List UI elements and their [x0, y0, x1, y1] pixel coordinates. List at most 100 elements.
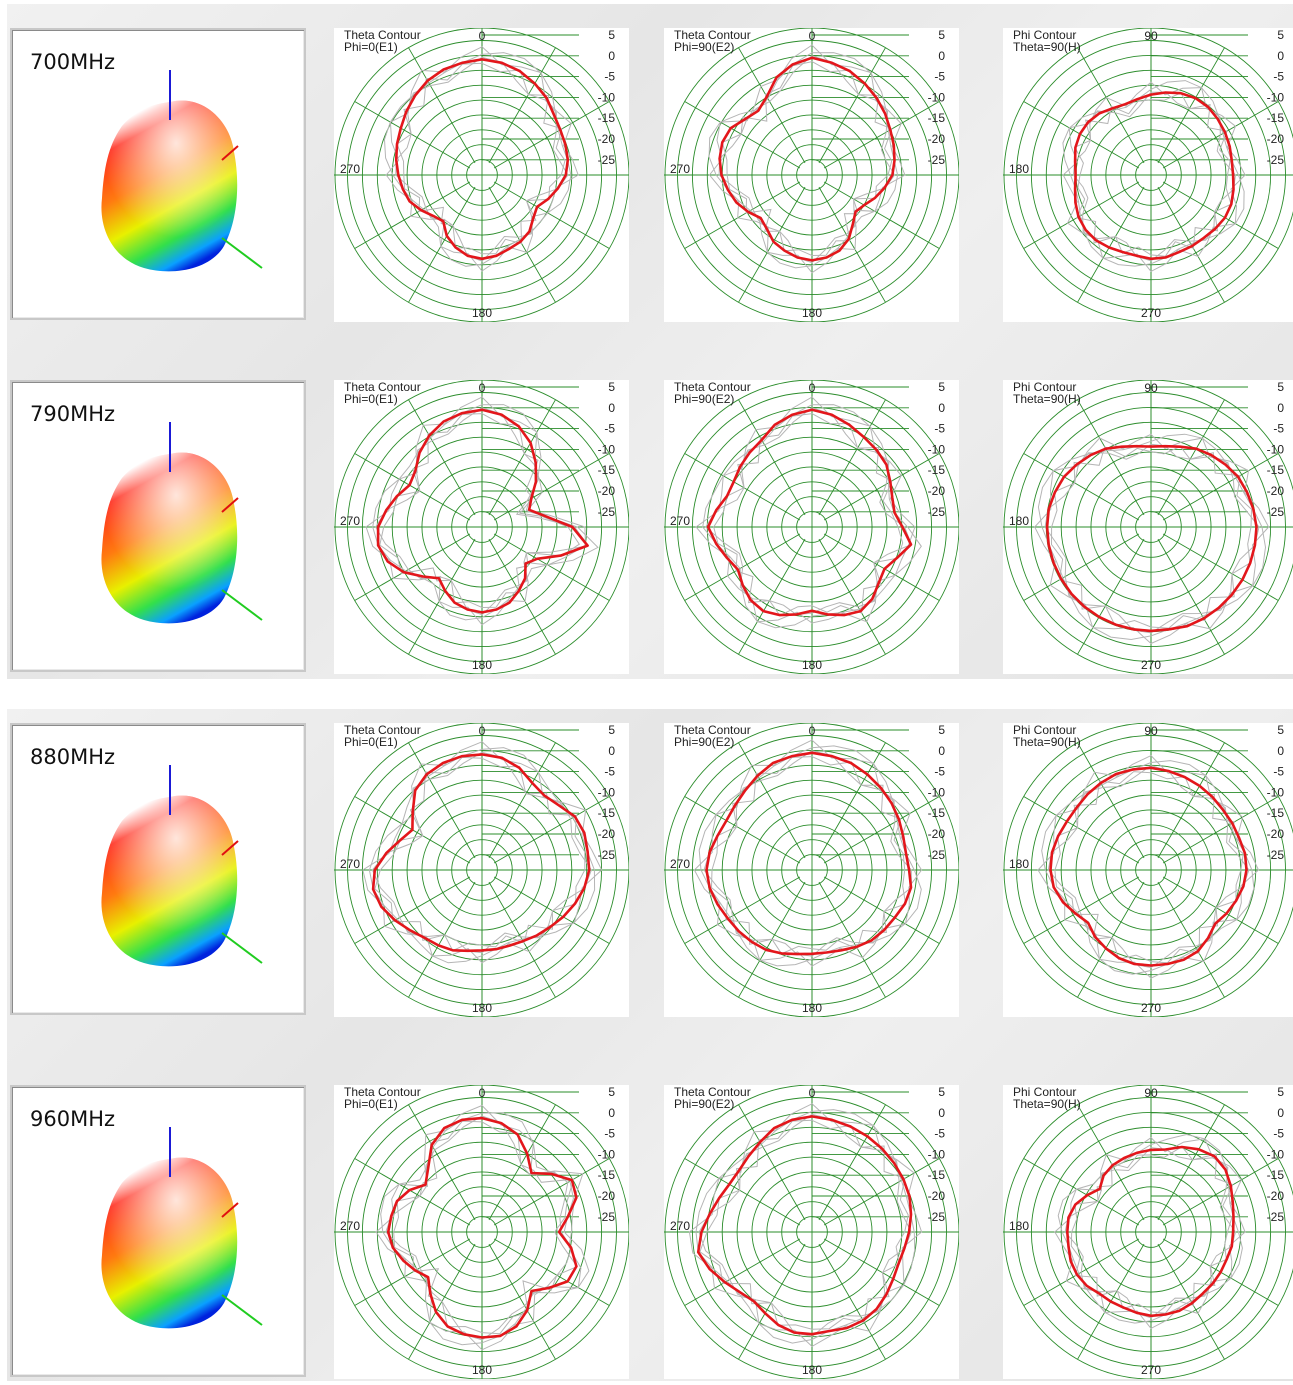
angle-label-bottom: 270 — [1141, 658, 1161, 672]
polar-spoke — [1077, 742, 1145, 859]
plot-title: Theta Contour — [674, 1085, 751, 1099]
polar-plot: 5 0 -5 -10 -15 -20 -25 0 270 180 Theta Contour Phi=… — [664, 723, 959, 1017]
polar-spoke — [738, 1243, 806, 1360]
reference-trace — [362, 741, 603, 964]
plot-title: Phi Contour — [1013, 723, 1076, 737]
polar-plot: 5 0 -5 -10 -15 -20 -25 0 270 180 Theta Contour Phi=… — [664, 28, 959, 322]
scale-tick-label: -20 — [928, 827, 946, 841]
scale-tick-label: 0 — [608, 401, 615, 415]
pattern-trace — [371, 753, 591, 953]
angle-label-left: 270 — [340, 857, 360, 871]
pattern-trace — [376, 408, 589, 614]
pattern-trace — [1045, 444, 1258, 633]
pattern-trace — [706, 408, 913, 617]
polar-spoke — [488, 186, 556, 303]
polar-spoke — [408, 538, 476, 655]
polar-spoke — [1023, 453, 1140, 521]
radiation-3d-blob — [101, 422, 263, 624]
polar-spoke — [1162, 1158, 1279, 1226]
plot-subtitle: Phi=0(E1) — [344, 40, 398, 54]
x-axis-line — [221, 145, 239, 161]
plot-title: Phi Contour — [1013, 1085, 1076, 1099]
scale-tick-label: -25 — [928, 153, 946, 167]
scale-tick-label: -5 — [934, 70, 945, 84]
reference-trace — [688, 1103, 923, 1348]
scale-tick-label: -15 — [598, 806, 616, 820]
polar-spoke — [1023, 1158, 1140, 1226]
scale-tick-label: 5 — [938, 380, 945, 394]
angle-label-left: 180 — [1009, 162, 1029, 176]
angle-label-bottom: 180 — [802, 1363, 822, 1377]
reference-trace — [393, 1120, 578, 1335]
scale-tick-label: -5 — [934, 1127, 945, 1141]
frequency-label: 880MHz — [30, 745, 116, 769]
polar-spoke — [354, 181, 471, 249]
reference-trace — [385, 46, 579, 272]
scale-tick-label: -5 — [934, 765, 945, 779]
scale-tick-label: 5 — [1277, 380, 1284, 394]
scale-tick-label: 0 — [938, 744, 945, 758]
scale-tick-label: -5 — [604, 70, 615, 84]
polar-spoke — [1023, 101, 1140, 169]
pattern-trace — [696, 1115, 913, 1336]
scale-tick-label: -15 — [928, 463, 946, 477]
scale-tick-label: -20 — [598, 1189, 616, 1203]
scale-tick-label: 5 — [608, 380, 615, 394]
radiation-3d-panel: 700MHz — [10, 28, 306, 320]
polar-plot: 5 0 -5 -10 -15 -20 -25 90 180 270 Phi Contour Theta… — [1003, 723, 1293, 1017]
blob-highlight — [101, 1157, 238, 1329]
polar-spoke — [408, 186, 476, 303]
blob-highlight — [101, 452, 238, 624]
angle-label-top: 90 — [1144, 381, 1158, 395]
polar-spoke — [1077, 1104, 1145, 1221]
plot-subtitle: Phi=0(E1) — [344, 735, 398, 749]
scale-tick-label: -10 — [598, 90, 616, 104]
reference-trace — [1054, 1137, 1246, 1330]
angle-label-left: 180 — [1009, 1219, 1029, 1233]
reference-trace — [374, 756, 586, 952]
angle-label-bottom: 270 — [1141, 1363, 1161, 1377]
angle-label-top: 0 — [809, 724, 816, 738]
polar-spoke — [823, 533, 940, 601]
polar-spoke — [818, 399, 886, 516]
angle-label-left: 270 — [340, 514, 360, 528]
polar-plot: 5 0 -5 -10 -15 -20 -25 0 270 180 Theta Contour Phi=… — [334, 1085, 629, 1379]
y-axis-line — [221, 589, 263, 621]
polar-spoke — [493, 453, 610, 521]
scale-tick-label: 5 — [1277, 1085, 1284, 1099]
polar-spoke — [684, 1158, 801, 1226]
polar-spoke — [738, 538, 806, 655]
scale-tick-label: 5 — [1277, 723, 1284, 737]
angle-label-top: 90 — [1144, 29, 1158, 43]
scale-tick-label: -10 — [598, 785, 616, 799]
polar-spoke — [1023, 181, 1140, 249]
polar-spoke — [1077, 881, 1145, 998]
angle-label-bottom: 180 — [472, 306, 492, 320]
plot-subtitle: Phi=90(E2) — [674, 1097, 734, 1111]
scale-tick-label: 0 — [608, 744, 615, 758]
pattern-trace — [394, 58, 570, 261]
scale-tick-label: -10 — [1267, 785, 1285, 799]
polar-spoke — [1157, 399, 1225, 516]
scale-tick-label: -25 — [598, 153, 616, 167]
polar-spoke — [488, 1104, 556, 1221]
angle-label-top: 90 — [1144, 1086, 1158, 1100]
polar-spoke — [1157, 742, 1225, 859]
reference-trace — [1050, 445, 1253, 629]
reference-trace — [365, 396, 587, 626]
plot-subtitle: Theta=90(H) — [1013, 40, 1081, 54]
x-axis-line — [221, 1202, 239, 1218]
scale-tick-label: -15 — [1267, 111, 1285, 125]
scale-tick-label: -25 — [598, 505, 616, 519]
polar-spoke — [818, 1243, 886, 1360]
scale-tick-label: -15 — [928, 1168, 946, 1182]
y-axis-line — [221, 932, 263, 964]
scale-tick-label: 0 — [1277, 401, 1284, 415]
reference-trace — [721, 61, 893, 257]
reference-trace — [1037, 433, 1267, 641]
angle-label-top: 0 — [479, 1086, 486, 1100]
reference-trace — [1070, 1146, 1234, 1314]
polar-spoke — [408, 399, 476, 516]
polar-spoke — [488, 881, 556, 998]
polar-spoke — [818, 742, 886, 859]
